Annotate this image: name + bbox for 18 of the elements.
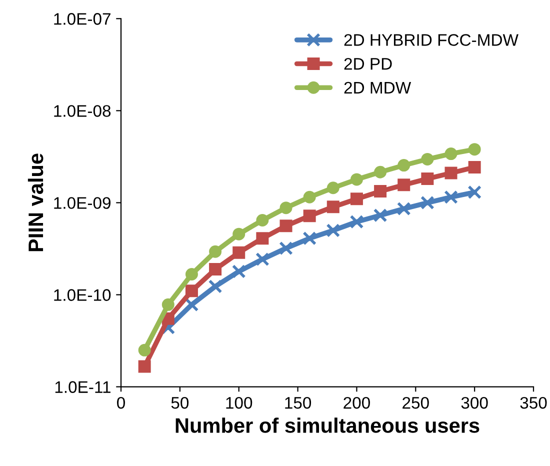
y-tick-label: 1.0E-07 (54, 13, 110, 25)
y-tick-label: 1.0E-11 (55, 381, 110, 393)
x-axis-title: Number of simultaneous users (176, 418, 480, 433)
x-tick-label: 100 (226, 396, 252, 409)
y-tick-label: 1.0E-08 (54, 105, 111, 117)
y-tick-label: 1.0E-09 (54, 197, 110, 209)
x-tick-label: 200 (344, 396, 370, 409)
x-tick-label: 150 (285, 396, 312, 409)
x-tick-label: 350 (520, 396, 547, 409)
y-axis-title: PIIN value (28, 154, 44, 252)
legend-label: 2D HYBRID FCC-MDW (344, 34, 518, 46)
legend-label: 2D PD (344, 58, 392, 70)
x-tick-label: 50 (171, 396, 189, 409)
x-tick-label: 250 (402, 396, 429, 409)
legend-label: 2D MDW (344, 82, 412, 94)
x-tick-label: 0 (117, 396, 125, 409)
y-tick-label: 1.0E-10 (54, 289, 111, 301)
x-tick-label: 300 (461, 396, 488, 409)
